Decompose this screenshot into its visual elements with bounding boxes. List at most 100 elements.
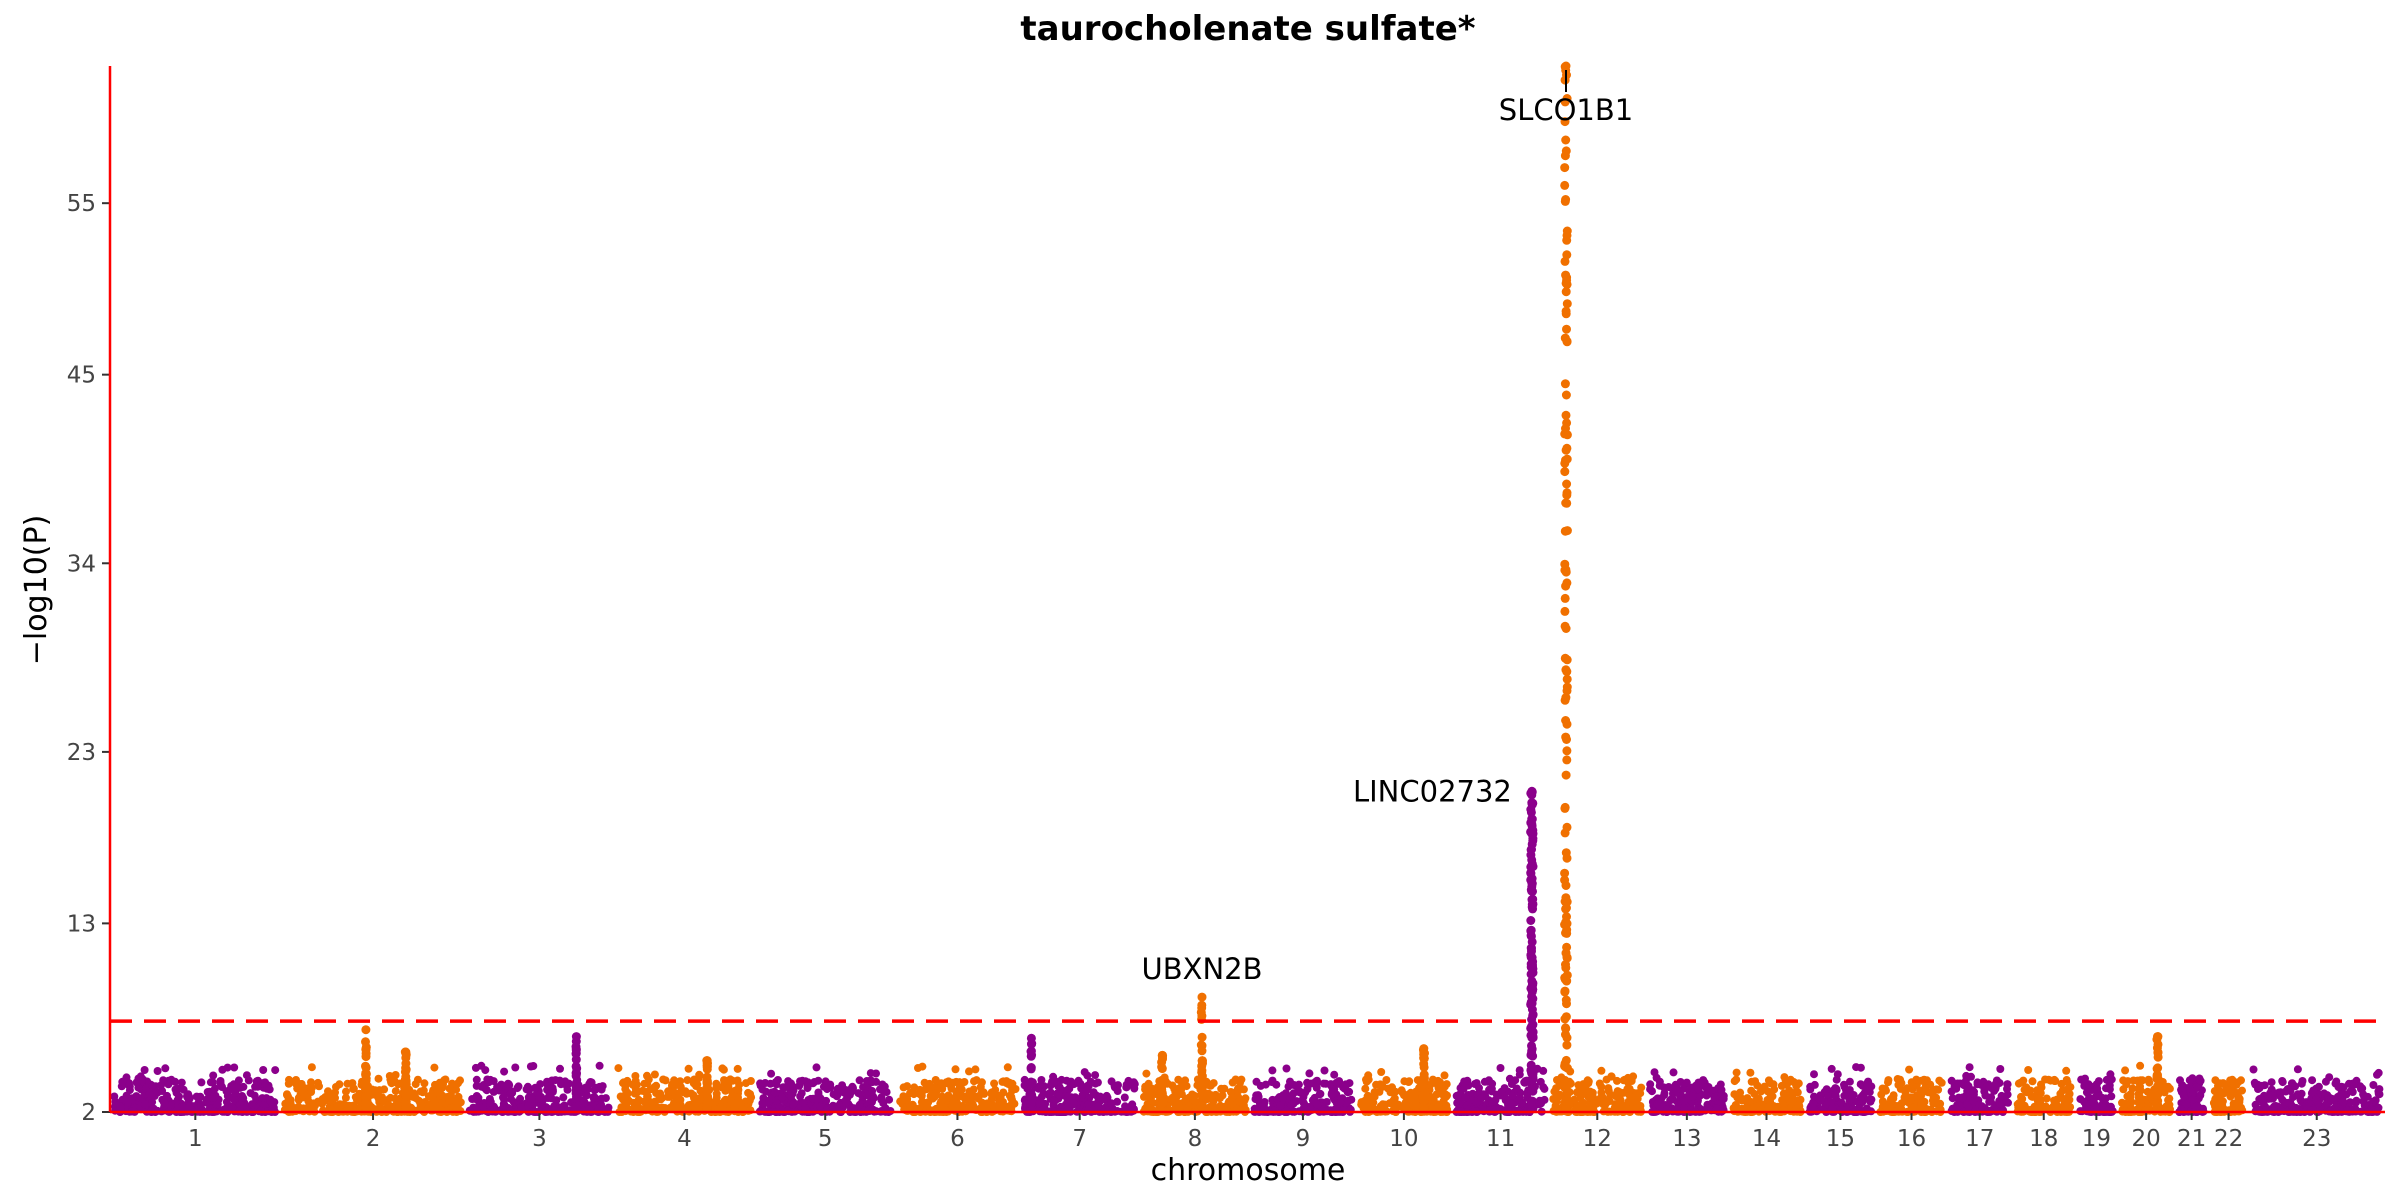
data-point (1330, 1071, 1338, 1079)
peak-point (1562, 771, 1571, 780)
data-point (974, 1095, 982, 1103)
peak-point (1562, 1041, 1571, 1050)
peak-point (1158, 1076, 1167, 1085)
data-point (2302, 1102, 2310, 1110)
data-point (926, 1080, 934, 1088)
data-point (154, 1067, 162, 1075)
data-point (1887, 1096, 1895, 1104)
data-point (2058, 1080, 2066, 1088)
data-point (1764, 1087, 1772, 1095)
data-point (1460, 1085, 1468, 1093)
peak-point (1198, 1090, 1207, 1099)
peak-point (1561, 594, 1570, 603)
data-point (1402, 1102, 1410, 1110)
x-tick-label: 1 (188, 1126, 203, 1152)
peak-point (572, 1069, 581, 1078)
data-point (590, 1093, 598, 1101)
data-point (830, 1090, 838, 1098)
data-point (1788, 1091, 1796, 1099)
peak-point (2153, 1073, 2162, 1082)
data-point (1498, 1088, 1506, 1096)
data-point (910, 1090, 918, 1098)
peak-point (1561, 987, 1570, 996)
peak-point (1561, 499, 1570, 508)
peak-point (1562, 953, 1571, 962)
data-point (2235, 1093, 2243, 1101)
data-point (1336, 1098, 1344, 1106)
peak-point (2152, 1102, 2161, 1111)
peak-point (1563, 655, 1572, 664)
peak-top-point (361, 1025, 370, 1034)
data-point (1268, 1078, 1276, 1086)
peak-point (1528, 895, 1537, 904)
data-point (2134, 1077, 2142, 1085)
peak-point (1527, 845, 1536, 854)
data-point (685, 1065, 693, 1073)
data-point (2121, 1066, 2129, 1074)
data-point (596, 1062, 604, 1070)
data-point (2197, 1077, 2205, 1085)
data-point (1473, 1079, 1481, 1087)
peak-point (1560, 607, 1569, 616)
data-point (1778, 1082, 1786, 1090)
peak-point (1560, 804, 1569, 813)
data-point (1778, 1096, 1786, 1104)
data-point (161, 1064, 169, 1072)
data-point (490, 1088, 498, 1096)
data-point (1453, 1092, 1461, 1100)
peak-point (1563, 488, 1572, 497)
data-point (218, 1066, 226, 1074)
data-point (1983, 1083, 1991, 1091)
data-point (1598, 1093, 1606, 1101)
peak-point (1527, 829, 1536, 838)
peak-point (1563, 299, 1572, 308)
data-point (380, 1085, 388, 1093)
data-point (633, 1088, 641, 1096)
data-point (221, 1107, 229, 1115)
data-point (837, 1086, 845, 1094)
data-point (734, 1065, 742, 1073)
peak-point (1528, 1044, 1537, 1053)
data-point (511, 1064, 519, 1072)
data-point (263, 1085, 271, 1093)
data-point (1636, 1089, 1644, 1097)
data-point (505, 1080, 513, 1088)
peak-point (1562, 146, 1571, 155)
peak-top-point (703, 1056, 712, 1065)
data-point (1992, 1080, 2000, 1088)
data-point (387, 1094, 395, 1102)
data-point (258, 1094, 266, 1102)
peak-point (1560, 163, 1569, 172)
data-point (1920, 1076, 1928, 1084)
data-point (1183, 1104, 1191, 1112)
data-point (2179, 1084, 2187, 1092)
data-point (1142, 1070, 1150, 1078)
data-point (125, 1079, 133, 1087)
data-point (2268, 1092, 2276, 1100)
data-point (1048, 1107, 1056, 1115)
data-point (1461, 1093, 1469, 1101)
peak-point (1561, 257, 1570, 266)
peak-point (361, 1099, 370, 1108)
data-point (472, 1064, 480, 1072)
data-point (2029, 1077, 2037, 1085)
data-point (1884, 1078, 1892, 1086)
peak-point (1157, 1088, 1166, 1097)
data-point (645, 1076, 653, 1084)
data-point (717, 1103, 725, 1111)
data-point (1346, 1107, 1354, 1115)
x-tick-label: 8 (1188, 1126, 1203, 1152)
peak-top-point (401, 1048, 410, 1057)
data-point (1683, 1079, 1691, 1087)
data-point (420, 1087, 428, 1095)
data-point (1287, 1101, 1295, 1109)
peak-point (2153, 1044, 2162, 1053)
data-point (1004, 1063, 1012, 1071)
data-point (434, 1085, 442, 1093)
data-point (167, 1076, 175, 1084)
peak-point (1563, 1088, 1572, 1097)
data-point (141, 1100, 149, 1108)
data-point (1443, 1080, 1451, 1088)
x-tick-label: 7 (1072, 1126, 1087, 1152)
